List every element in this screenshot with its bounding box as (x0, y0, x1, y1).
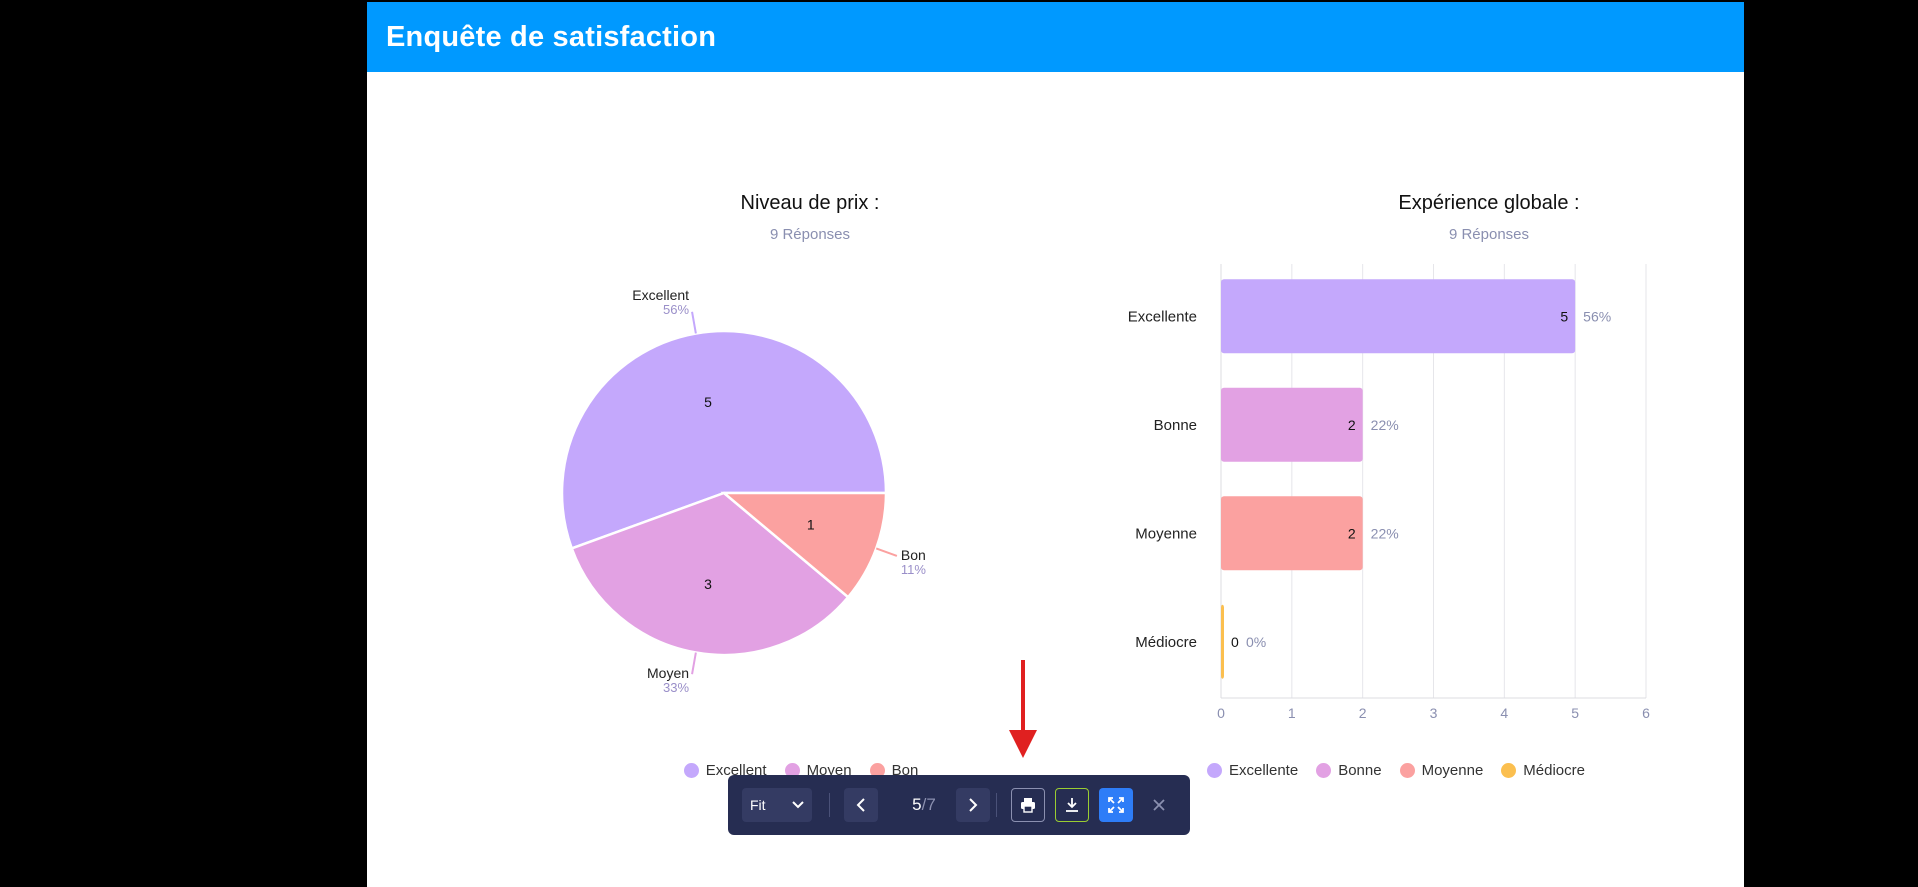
bar-category-label: Moyenne (1135, 525, 1197, 542)
pie-value-label: 3 (704, 576, 712, 592)
toolbar-divider (996, 793, 997, 817)
pie-leader-line (691, 652, 697, 675)
viewer-toolbar: Fit 5/7 (728, 775, 1190, 835)
legend-swatch (869, 762, 885, 778)
bar-x-tick-label: 4 (1500, 705, 1508, 721)
close-viewer-button[interactable] (1142, 788, 1176, 822)
print-button[interactable] (1011, 788, 1045, 822)
legend-item-moyen[interactable]: Moyen (784, 761, 852, 779)
price-chart-legend: Excellent Moyen Bon (610, 758, 1010, 782)
download-button[interactable] (1055, 788, 1089, 822)
page-counter: 5/7 (898, 789, 950, 821)
legend-item-bonne[interactable]: Bonne (1316, 761, 1382, 779)
legend-label: Excellente (1228, 761, 1299, 779)
legend-label: Moyenne (1421, 761, 1484, 779)
legend-swatch (1316, 762, 1332, 778)
pie-percent-label: 56% (663, 302, 689, 317)
bar-value-label: 2 (1348, 417, 1356, 433)
bar-x-tick-label: 5 (1571, 705, 1579, 721)
price-chart-responses: 9 Réponses (769, 226, 851, 243)
legend-swatch (1206, 762, 1222, 778)
pie-category-label: Moyen (647, 665, 689, 681)
legend-swatch (1399, 762, 1415, 778)
pie-percent-label: 33% (663, 680, 689, 695)
toolbar-divider (829, 793, 830, 817)
pie-slice-bon (720, 491, 888, 599)
page-total: /7 (921, 795, 936, 814)
legend-swatch (1501, 762, 1517, 778)
legend-label: Excellent (705, 761, 767, 779)
bar-percent-label: 0% (1246, 634, 1266, 650)
bar-x-tick-label: 6 (1642, 705, 1650, 721)
pie-leader-line (875, 547, 898, 557)
legend-label: Bon (891, 761, 919, 779)
bar-médiocre (1221, 604, 1224, 679)
experience-chart-legend: Excellente Bonne Moyenne Médiocre (1205, 758, 1605, 782)
bar-moyenne (1221, 496, 1363, 571)
pie-value-label: 1 (807, 517, 815, 533)
pie-category-label: Excellent (632, 287, 689, 303)
bar-category-label: Bonne (1154, 417, 1197, 434)
legend-label: Médiocre (1523, 761, 1585, 779)
pie-leader-line (691, 311, 697, 334)
pie-percent-label: 11% (901, 562, 926, 577)
download-icon (1066, 798, 1078, 812)
bar-percent-label: 22% (1371, 417, 1399, 433)
printer-icon (1021, 798, 1035, 813)
bar-percent-label: 22% (1371, 525, 1399, 541)
legend-item-excellente[interactable]: Excellente (1206, 761, 1299, 779)
bar-x-tick-label: 1 (1288, 705, 1296, 721)
pie-value-label: 5 (704, 394, 712, 410)
zoom-select[interactable]: Fit (742, 788, 812, 822)
red-arrow-annotation (1009, 660, 1037, 758)
bar-percent-label: 56% (1583, 308, 1611, 324)
bar-x-tick-label: 0 (1217, 705, 1225, 721)
chevron-down-icon (792, 801, 804, 809)
bar-value-label: 2 (1348, 525, 1356, 541)
legend-item-médiocre[interactable]: Médiocre (1501, 762, 1585, 779)
bar-bonne (1221, 387, 1363, 462)
price-chart-title: Niveau de prix : (740, 192, 880, 214)
pie-slice-moyen (570, 491, 850, 657)
bar-value-label: 0 (1231, 634, 1239, 650)
report-page: Enquête de satisfaction Niveau de prix :… (367, 2, 1744, 887)
legend-label: Bonne (1338, 761, 1382, 779)
pie-category-label: Bon (901, 547, 926, 563)
next-page-button[interactable] (956, 788, 990, 822)
bar-category-label: Médiocre (1135, 634, 1197, 651)
zoom-value: Fit (750, 797, 766, 813)
previous-page-button[interactable] (844, 788, 878, 822)
page-current: 5 (912, 795, 922, 814)
legend-item-moyenne[interactable]: Moyenne (1399, 761, 1484, 779)
experience-chart-title: Expérience globale : (1398, 192, 1580, 214)
bar-x-tick-label: 2 (1359, 705, 1367, 721)
legend-swatch (683, 762, 699, 778)
legend-item-excellent[interactable]: Excellent (683, 761, 767, 779)
chevron-left-icon (856, 798, 865, 812)
legend-item-bon[interactable]: Bon (869, 761, 919, 779)
experience-bar-chart: 0 1 2 3 4 5 6 Excellente 5 56% Bonne 2 22% Moyenne 2 22… (1128, 264, 1650, 721)
experience-chart-responses: 9 Réponses (1448, 226, 1530, 243)
fullscreen-icon (1108, 797, 1124, 813)
bar-value-label: 5 (1560, 308, 1568, 324)
legend-swatch (784, 762, 800, 778)
legend-label: Moyen (806, 761, 852, 779)
bar-excellente (1221, 279, 1576, 354)
bar-x-tick-label: 3 (1430, 705, 1438, 721)
close-icon (1153, 799, 1165, 811)
fullscreen-button[interactable] (1099, 788, 1133, 822)
report-header: Enquête de satisfaction (367, 2, 1744, 72)
chevron-right-icon (969, 798, 978, 812)
bar-category-label: Excellente (1128, 308, 1197, 325)
report-title: Enquête de satisfaction (386, 21, 717, 53)
